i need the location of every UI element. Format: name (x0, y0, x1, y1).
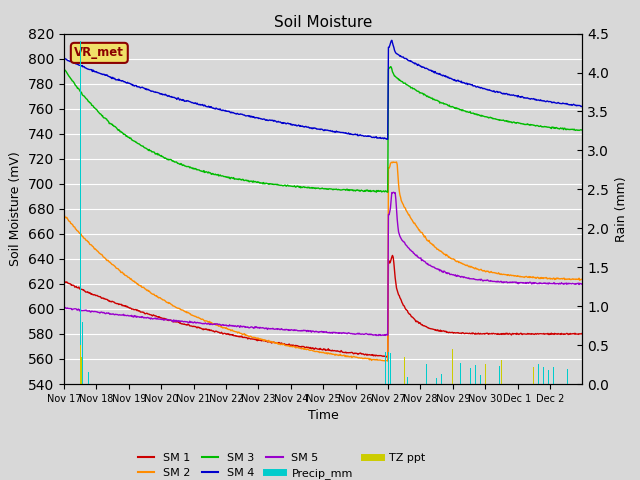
Bar (484, 364, 486, 384)
Bar (452, 349, 453, 384)
Bar (84, 360, 86, 384)
Bar (436, 378, 437, 384)
Bar (80, 345, 81, 384)
Bar (426, 364, 428, 384)
Bar (470, 368, 471, 384)
Text: VR_met: VR_met (74, 47, 124, 60)
Bar (533, 369, 534, 384)
Bar (538, 364, 539, 384)
Bar (499, 366, 500, 384)
Bar (407, 377, 408, 384)
Bar (81, 357, 82, 384)
Bar (388, 352, 389, 384)
Legend: SM 1, SM 2, SM 3, SM 4, SM 5, Precip_mm, TZ ppt: SM 1, SM 2, SM 3, SM 4, SM 5, Precip_mm,… (133, 448, 430, 480)
Bar (468, 362, 469, 384)
Bar (480, 375, 481, 384)
Bar (385, 352, 386, 384)
Bar (484, 366, 486, 384)
Bar (543, 367, 544, 384)
Y-axis label: Rain (mm): Rain (mm) (615, 176, 628, 241)
Bar (88, 372, 89, 384)
Bar (533, 367, 534, 384)
Bar (441, 374, 442, 384)
Title: Soil Moisture: Soil Moisture (274, 15, 372, 30)
Bar (475, 365, 476, 384)
Bar (501, 360, 502, 384)
Bar (553, 367, 554, 384)
Y-axis label: Soil Moisture (mV): Soil Moisture (mV) (9, 151, 22, 266)
Bar (524, 365, 525, 384)
X-axis label: Time: Time (308, 409, 339, 422)
